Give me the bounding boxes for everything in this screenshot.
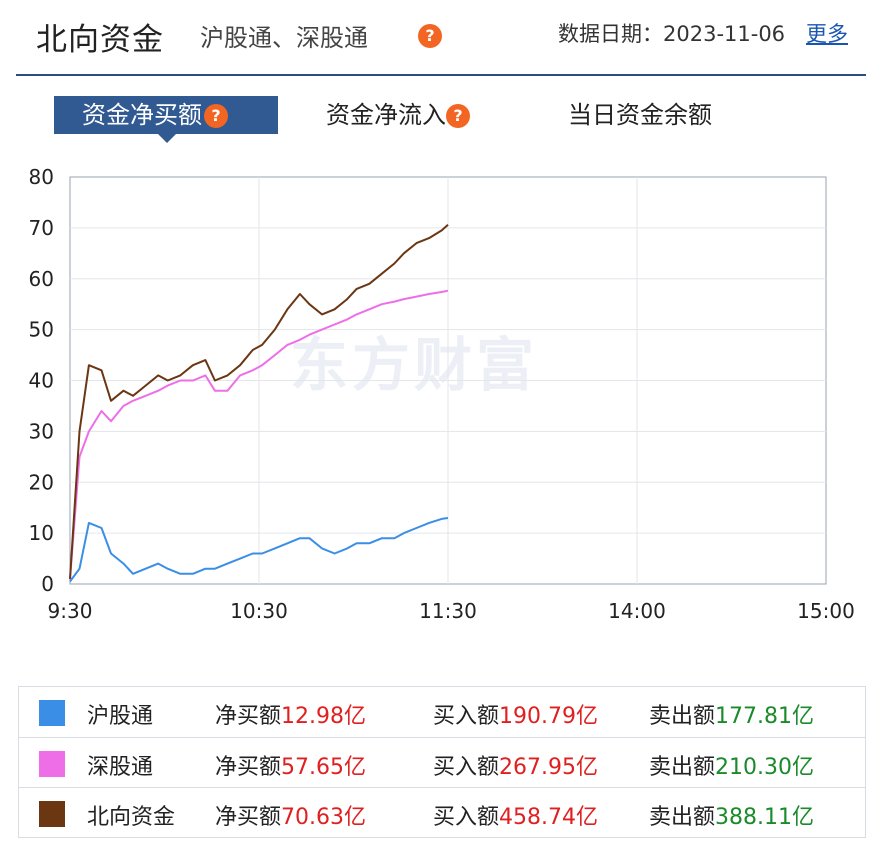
legend-series-name: 深股通	[87, 755, 154, 780]
legend-row: 深股通 净买额57.65亿 买入额267.95亿 卖出额210.30亿	[19, 737, 865, 787]
buy-amount-label: 买入额	[433, 704, 500, 729]
net-buy-cell: 净买额70.63亿	[215, 799, 366, 831]
net-buy-label: 净买额	[215, 755, 282, 780]
buy-amount-value: 190.79亿	[499, 704, 598, 729]
buy-amount-cell: 买入额190.79亿	[433, 698, 598, 730]
header: 北向资金 沪股通、深股通 ? 数据日期：2023-11-06 更多	[0, 0, 888, 78]
x-tick-label: 10:30	[230, 599, 288, 623]
tab-daily-balance-label: 当日资金余额	[568, 101, 712, 129]
y-tick-label: 50	[29, 318, 54, 342]
watermark: 东方财富	[290, 331, 539, 399]
tab-net-buy[interactable]: 资金净买额?	[54, 96, 278, 134]
sell-amount-value: 388.11亿	[715, 805, 814, 830]
legend-swatch	[39, 801, 65, 827]
x-tick-label: 15:00	[797, 599, 855, 623]
net-buy-value: 57.65亿	[281, 755, 366, 780]
y-tick-label: 60	[29, 267, 54, 291]
buy-amount-value: 267.95亿	[499, 755, 598, 780]
buy-amount-value: 458.74亿	[499, 805, 598, 830]
y-tick-label: 20	[29, 470, 54, 494]
legend-row: 北向资金 净买额70.63亿 买入额458.74亿 卖出额388.11亿	[19, 787, 865, 837]
page-subtitle: 沪股通、深股通	[200, 24, 368, 52]
net-buy-label: 净买额	[215, 704, 282, 729]
legend-row: 沪股通 净买额12.98亿 买入额190.79亿 卖出额177.81亿	[19, 687, 865, 736]
sell-amount-cell: 卖出额210.30亿	[649, 749, 814, 781]
x-tick-label: 11:30	[419, 599, 477, 623]
series-line-3	[69, 223, 449, 579]
net-buy-value: 70.63亿	[281, 805, 366, 830]
legend-swatch	[39, 700, 65, 726]
buy-amount-label: 买入额	[433, 755, 500, 780]
legend-table: 沪股通 净买额12.98亿 买入额190.79亿 卖出额177.81亿 深股通 净买额57…	[18, 686, 866, 838]
sell-amount-label: 卖出额	[649, 755, 716, 780]
series-line-1	[69, 517, 449, 583]
y-tick-label: 30	[29, 419, 54, 443]
data-date: 数据日期：2023-11-06	[558, 22, 786, 46]
help-icon[interactable]: ?	[204, 104, 228, 128]
buy-amount-label: 买入额	[433, 805, 500, 830]
net-buy-value: 12.98亿	[281, 704, 366, 729]
tab-net-inflow[interactable]: 资金净流入?	[326, 96, 470, 134]
sell-amount-label: 卖出额	[649, 805, 716, 830]
x-tick-label: 9:30	[48, 599, 93, 623]
series-line-2	[69, 289, 449, 579]
y-tick-label: 10	[29, 521, 54, 545]
active-tab-pointer	[158, 134, 176, 143]
legend-swatch	[39, 751, 65, 777]
tab-daily-balance[interactable]: 当日资金余额	[568, 96, 712, 134]
header-divider	[16, 74, 866, 76]
y-tick-label: 70	[29, 216, 54, 240]
buy-amount-cell: 买入额458.74亿	[433, 799, 598, 831]
y-tick-label: 0	[41, 572, 54, 596]
y-tick-label: 40	[29, 369, 54, 393]
help-icon[interactable]: ?	[446, 104, 470, 128]
help-icon[interactable]: ?	[418, 24, 442, 48]
legend-series-name: 沪股通	[87, 704, 154, 729]
tab-net-buy-label: 资金净买额	[82, 101, 202, 129]
page-title: 北向资金	[36, 22, 164, 58]
sell-amount-label: 卖出额	[649, 704, 716, 729]
tab-net-inflow-label: 资金净流入	[326, 101, 446, 129]
y-tick-label: 80	[29, 165, 54, 189]
sell-amount-value: 210.30亿	[715, 755, 814, 780]
sell-amount-cell: 卖出额388.11亿	[649, 799, 814, 831]
net-buy-chart: 0 10 20 30 40 50 60 70 80 9:30 10:30 11:30 14:00 15:0…	[29, 165, 855, 623]
net-buy-cell: 净买额12.98亿	[215, 698, 366, 730]
net-buy-label: 净买额	[215, 805, 282, 830]
legend-series-name: 北向资金	[87, 805, 176, 830]
sell-amount-cell: 卖出额177.81亿	[649, 698, 814, 730]
x-tick-label: 14:00	[608, 599, 666, 623]
more-link[interactable]: 更多	[806, 22, 848, 46]
buy-amount-cell: 买入额267.95亿	[433, 749, 598, 781]
sell-amount-value: 177.81亿	[715, 704, 814, 729]
net-buy-cell: 净买额57.65亿	[215, 749, 366, 781]
